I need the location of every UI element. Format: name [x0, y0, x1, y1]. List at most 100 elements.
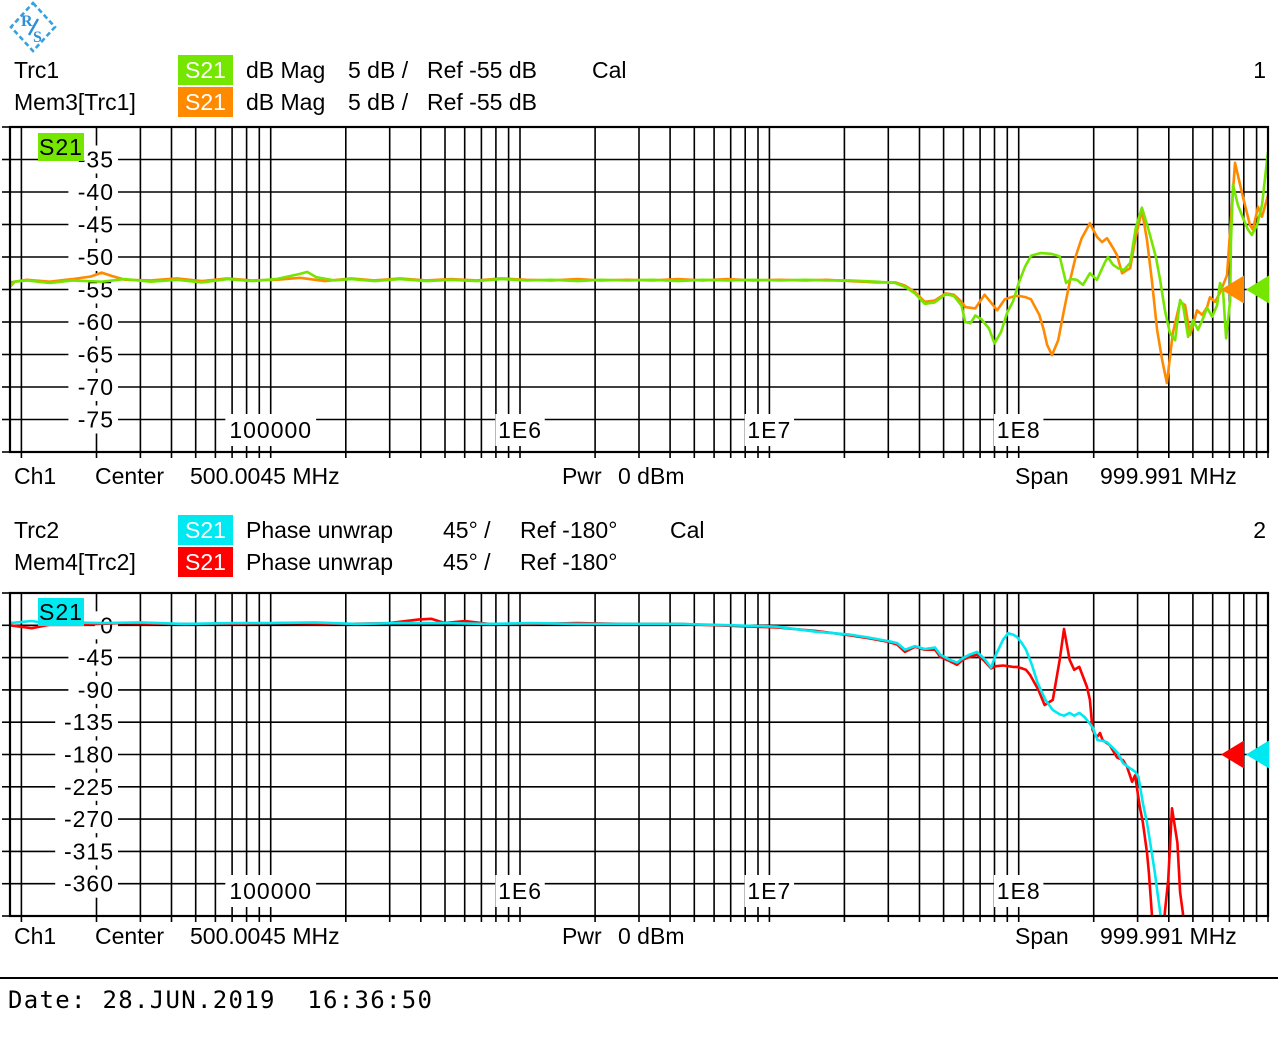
center-frequency-value[interactable]: 500.0045 MHz [190, 463, 340, 489]
trace2-scale[interactable]: 45° / [443, 517, 491, 543]
mem4-scale[interactable]: 45° / [443, 549, 491, 575]
power-value[interactable]: 0 dBm [618, 923, 685, 949]
xlabel-bg [744, 875, 795, 907]
trace1-ref-level[interactable]: Ref -55 dB [427, 57, 537, 83]
x-tick-label: 1E6 [498, 417, 542, 443]
ylabel-bg [68, 405, 118, 434]
y-tick-label: -135 [64, 709, 114, 735]
mem4-name[interactable]: Mem4[Trc2] [14, 549, 136, 575]
trace-Trc1[interactable] [10, 151, 1268, 345]
ref-arrow-trace-icon[interactable] [1246, 275, 1269, 304]
mem4-s21-chip[interactable]: S21 [178, 547, 233, 577]
trace1-cal-status: Cal [592, 57, 627, 83]
power-label: Pwr [562, 463, 602, 489]
y-tick-label: -360 [64, 871, 114, 897]
channel-label[interactable]: Ch1 [14, 923, 57, 949]
window1-number: 1 [1253, 57, 1266, 83]
trace2-name[interactable]: Trc2 [14, 517, 60, 543]
x-tick-label: 100000 [229, 417, 312, 443]
mem3-header-row: Mem3[Trc1] S21 dB Mag 5 dB / Ref -55 dB [0, 87, 1278, 117]
ylabel-bg [68, 643, 118, 672]
mem3-scale[interactable]: 5 dB / [348, 89, 409, 115]
center-label: Center [95, 463, 165, 489]
trace1-name[interactable]: Trc1 [14, 57, 60, 83]
y-tick-label: -70 [78, 374, 114, 400]
x-tick-label: 1E6 [498, 878, 542, 904]
channel1-footer: Ch1 Center 500.0045 MHz Pwr 0 dBm Span 9… [0, 460, 1278, 492]
mem3-format[interactable]: dB Mag [246, 89, 326, 115]
center-frequency-value[interactable]: 500.0045 MHz [190, 923, 340, 949]
y-tick-label: -180 [64, 742, 114, 768]
xlabel-bg [225, 414, 317, 446]
trace-Trc2[interactable] [10, 619, 1163, 920]
mem4-ref-level[interactable]: Ref -180° [520, 549, 618, 575]
mem3-s21-chip[interactable]: S21 [178, 87, 233, 117]
power-label: Pwr [562, 923, 602, 949]
xlabel-bg [993, 414, 1044, 446]
channel2-footer: Ch1 Center 500.0045 MHz Pwr 0 dBm Span 9… [0, 920, 1278, 952]
y-tick-label: -75 [78, 407, 114, 433]
mem3-ref-level[interactable]: Ref -55 dB [427, 89, 537, 115]
trace2-header-row: Trc2 S21 Phase unwrap 45° / Ref -180° Ca… [0, 515, 1278, 545]
svg-text:R: R [21, 13, 33, 30]
xlabel-bg [225, 875, 317, 907]
ylabel-bg [68, 675, 118, 704]
y-tick-label: -315 [64, 838, 114, 864]
x-tick-label: 1E7 [747, 878, 791, 904]
trace1-scale[interactable]: 5 dB / [348, 57, 409, 83]
power-value[interactable]: 0 dBm [618, 463, 685, 489]
ylabel-bg [55, 772, 118, 801]
y-tick-label: -60 [78, 309, 114, 335]
date-line: Date: 28.JUN.2019 16:36:50 [8, 986, 434, 1014]
chart-s21-chip[interactable] [38, 133, 84, 161]
ylabel-bg [55, 740, 118, 769]
channel-label[interactable]: Ch1 [14, 463, 57, 489]
ylabel-bg [68, 210, 118, 239]
ylabel-bg [68, 373, 118, 401]
ylabel-bg [68, 308, 118, 336]
trace1-s21-chip[interactable]: S21 [178, 55, 233, 85]
y-tick-label: -50 [78, 244, 114, 270]
ylabel-bg [55, 708, 118, 737]
span-label: Span [1015, 923, 1069, 949]
mem4-format[interactable]: Phase unwrap [246, 549, 394, 575]
trace1-header-row: Trc1 S21 dB Mag 5 dB / Ref -55 dB Cal [0, 55, 1278, 85]
x-tick-label: 1E7 [747, 417, 791, 443]
trace1-format[interactable]: dB Mag [246, 57, 326, 83]
trace2-ref-level[interactable]: Ref -180° [520, 517, 618, 543]
trace2-format[interactable]: Phase unwrap [246, 517, 394, 543]
xlabel-bg [744, 414, 795, 446]
ref-arrow-trace-icon[interactable] [1246, 740, 1269, 769]
ref-arrow-memory-icon[interactable] [1221, 275, 1244, 304]
chart-1[interactable]: -35-40-45-50-55-60-65-70-75 100000 1E6 1E7 1… [2, 125, 1270, 458]
chart-s21-chip[interactable] [38, 598, 84, 626]
footer-separator [0, 977, 1278, 979]
svg-text:S: S [33, 29, 42, 46]
trace-Mem4[Trc2][interactable] [10, 617, 1185, 934]
x-tick-label: 1E8 [997, 878, 1041, 904]
trace2-s21-chip[interactable]: S21 [178, 515, 233, 545]
mem3-name[interactable]: Mem3[Trc1] [14, 89, 136, 115]
span-value[interactable]: 999.991 MHz [1100, 463, 1237, 489]
chart-2[interactable]: 0 -45 -90 -135 -180 -225 -270 -315 -360 100000 1E6… [2, 591, 1270, 934]
y-tick-label: 0 [100, 612, 114, 638]
ylabel-bg [68, 178, 118, 206]
span-value[interactable]: 999.991 MHz [1100, 923, 1237, 949]
y-tick-label: -90 [78, 677, 114, 703]
xlabel-bg [495, 414, 545, 446]
ylabel-bg [55, 869, 118, 898]
window2-number: 2 [1253, 517, 1266, 543]
chart-s21-chip-label: S21 [39, 134, 83, 160]
center-label: Center [95, 923, 165, 949]
rohde-schwarz-logo-icon: R S [9, 1, 57, 53]
y-tick-label: -225 [64, 774, 114, 800]
ylabel-bg [55, 805, 118, 834]
xlabel-bg [495, 875, 545, 907]
ylabel-bg [55, 837, 118, 866]
x-tick-label: 1E8 [997, 417, 1041, 443]
y-tick-label: -45 [78, 645, 114, 671]
ref-arrow-memory-icon[interactable] [1221, 740, 1244, 769]
x-tick-label: 100000 [229, 878, 312, 904]
y-tick-label: -65 [78, 342, 114, 368]
